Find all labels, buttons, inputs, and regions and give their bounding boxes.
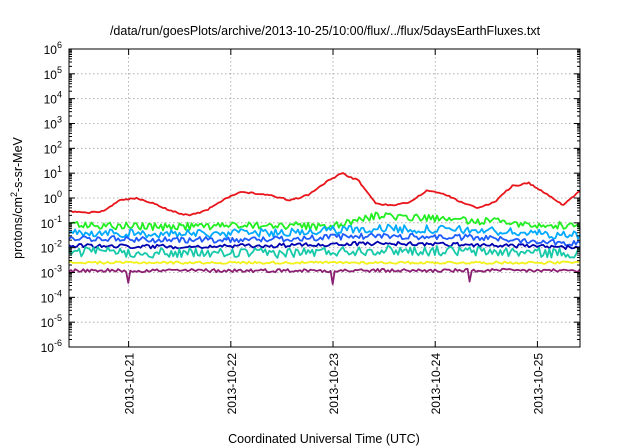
y-tick-label-exponent: -3 bbox=[54, 264, 62, 274]
y-tick-label: 101 bbox=[44, 164, 62, 181]
y-tick-label-base: 10 bbox=[44, 43, 58, 57]
y-tick-label: 104 bbox=[44, 90, 62, 107]
y-tick-label: 102 bbox=[44, 139, 62, 156]
y-tick-label-exponent: -2 bbox=[54, 239, 62, 249]
y-tick-label-exponent: -4 bbox=[54, 288, 62, 298]
y-tick-label-exponent: -5 bbox=[54, 313, 62, 323]
y-tick-label: 10-3 bbox=[41, 264, 62, 281]
y-tick-label: 10-4 bbox=[41, 288, 62, 305]
y-tick-label-base: 10 bbox=[41, 267, 55, 281]
x-axis-tick-labels: 2013-10-21 2013-10-22 2013-10-23 2013-10-24… bbox=[123, 353, 546, 415]
axis-ticks bbox=[69, 48, 580, 348]
x-tick-label: 2013-10-23 bbox=[327, 353, 341, 415]
y-tick-label: 100 bbox=[44, 189, 62, 206]
x-tick-label: 2013-10-24 bbox=[429, 353, 443, 415]
y-tick-label-base: 10 bbox=[44, 167, 58, 181]
y-tick-label-base: 10 bbox=[44, 68, 58, 82]
series-line-3 bbox=[68, 223, 581, 240]
y-tick-label-base: 10 bbox=[41, 217, 55, 231]
y-tick-label-exponent: 0 bbox=[57, 189, 62, 199]
y-tick-label: 10-1 bbox=[41, 214, 62, 231]
x-tick-label: 2013-10-21 bbox=[123, 353, 137, 415]
grid-lines bbox=[69, 49, 580, 347]
y-tick-label-exponent: -6 bbox=[54, 338, 62, 348]
y-tick-label: 10-6 bbox=[41, 338, 62, 355]
y-tick-label-exponent: -1 bbox=[54, 214, 62, 224]
y-tick-label-exponent: 3 bbox=[57, 115, 62, 125]
y-tick-label-base: 10 bbox=[44, 118, 58, 132]
x-axis-label: Coordinated Universal Time (UTC) bbox=[228, 432, 420, 446]
y-axis-label-exponent: 2 bbox=[9, 192, 19, 197]
series-line-4 bbox=[68, 232, 581, 247]
y-tick-label: 105 bbox=[44, 65, 62, 82]
y-tick-label-base: 10 bbox=[41, 242, 55, 256]
y-tick-label: 103 bbox=[44, 115, 62, 132]
series-line-7 bbox=[68, 260, 581, 265]
y-tick-label: 10-2 bbox=[41, 239, 62, 256]
series-line-1 bbox=[68, 172, 581, 217]
y-axis-label-units: -s-sr-MeV bbox=[11, 136, 25, 192]
y-tick-label-exponent: 2 bbox=[57, 139, 62, 149]
y-tick-label: 106 bbox=[44, 40, 62, 57]
series-line-6 bbox=[68, 244, 581, 259]
y-tick-label-exponent: 1 bbox=[57, 164, 62, 174]
y-tick-label-base: 10 bbox=[41, 341, 55, 355]
y-tick-label-base: 10 bbox=[44, 93, 58, 107]
y-tick-label-exponent: 4 bbox=[57, 90, 62, 100]
y-axis-label-main: protons/cm bbox=[11, 197, 25, 259]
y-axis-tick-labels: 10-610-510-410-310-210-11001011021031041… bbox=[41, 40, 62, 355]
y-tick-label-exponent: 5 bbox=[57, 65, 62, 75]
y-axis-label: protons/cm2-s-sr-MeV bbox=[9, 136, 25, 258]
y-tick-label-base: 10 bbox=[44, 192, 58, 206]
y-tick-label-base: 10 bbox=[41, 291, 55, 305]
series-line-5 bbox=[68, 240, 581, 250]
series-line-2 bbox=[68, 211, 581, 232]
y-tick-label-base: 10 bbox=[41, 316, 55, 330]
plot-series bbox=[68, 172, 581, 285]
y-tick-label-base: 10 bbox=[44, 142, 58, 156]
y-tick-label: 10-5 bbox=[41, 313, 62, 330]
series-line-8 bbox=[68, 267, 581, 285]
x-tick-label: 2013-10-22 bbox=[225, 353, 239, 415]
x-tick-label: 2013-10-25 bbox=[531, 353, 545, 415]
y-tick-label-exponent: 6 bbox=[57, 40, 62, 50]
chart-title: /data/run/goesPlots/archive/2013-10-25/1… bbox=[110, 24, 541, 38]
